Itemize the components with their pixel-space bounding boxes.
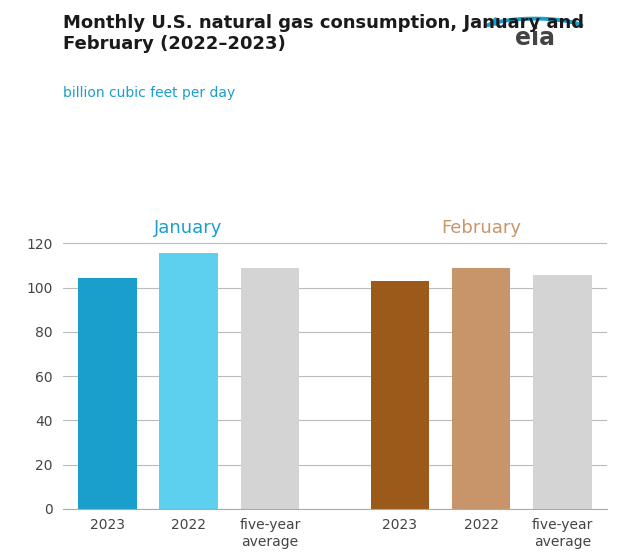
Bar [452,268,510,509]
Text: eia: eia [515,26,555,50]
Bar [533,275,592,509]
Bar [78,278,136,509]
Text: billion cubic feet per day: billion cubic feet per day [63,86,235,100]
Text: February: February [441,218,521,237]
Bar [160,253,218,509]
Text: Monthly U.S. natural gas consumption, January and
February (2022–2023): Monthly U.S. natural gas consumption, Ja… [63,14,583,53]
Bar [240,268,299,509]
Text: January: January [155,218,223,237]
Bar [371,281,429,509]
